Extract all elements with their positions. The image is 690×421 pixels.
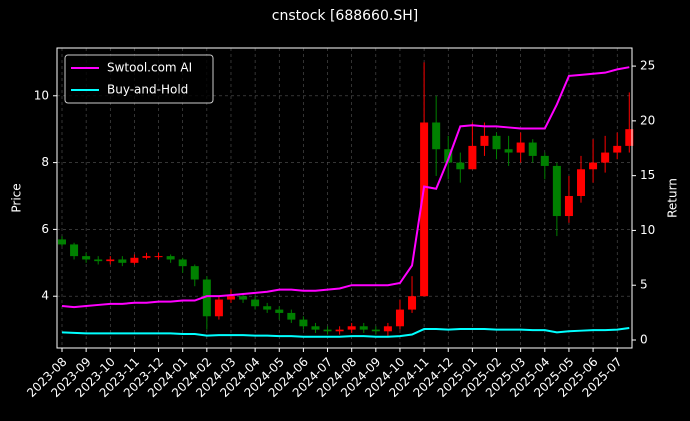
candle-body: [214, 299, 223, 317]
candle-body: [540, 155, 549, 166]
candle-body: [311, 326, 320, 330]
candle-body: [323, 329, 332, 332]
candle-body: [70, 244, 79, 257]
candle-body: [359, 326, 368, 330]
candle-body: [408, 296, 417, 310]
candle-body: [383, 326, 392, 332]
candle-body: [371, 329, 380, 332]
y2-tick-label: 20: [640, 113, 655, 127]
y2-tick-label: 25: [640, 59, 655, 73]
return-line: [61, 66, 630, 309]
legend-label: Buy-and-Hold: [107, 83, 188, 97]
y2-tick-label: 5: [640, 278, 648, 292]
candle-body: [528, 142, 537, 156]
candle-body: [589, 162, 598, 170]
candle-body: [601, 152, 610, 163]
y-tick-label: 10: [34, 88, 49, 102]
candle-body: [154, 256, 163, 258]
candle-body: [347, 326, 356, 330]
candle-body: [130, 257, 139, 263]
candle-body: [263, 306, 272, 310]
candle-body: [420, 122, 429, 297]
candle-body: [275, 309, 284, 313]
candle-body: [432, 122, 441, 150]
candle-body: [444, 149, 453, 163]
candle-body: [142, 256, 151, 258]
candle-body: [94, 259, 103, 262]
candle-body: [82, 256, 91, 260]
candle-body: [202, 279, 211, 317]
y-tick-label: 8: [41, 155, 49, 169]
y2-tick-label: 10: [640, 223, 655, 237]
legend-label: Swtool.com AI: [107, 61, 192, 75]
y2-tick-label: 0: [640, 333, 648, 347]
candle-body: [118, 259, 127, 263]
candle-body: [564, 195, 573, 217]
y-axis-label: Price: [10, 183, 24, 212]
legend-box: [64, 54, 214, 104]
candle-body: [166, 256, 175, 260]
y-tick-label: 4: [41, 289, 49, 303]
candle-body: [226, 296, 235, 300]
candle-body: [106, 259, 115, 262]
candle-body: [504, 149, 513, 153]
candle-body: [299, 319, 308, 327]
candle-body: [625, 129, 634, 146]
candle-body: [516, 142, 525, 153]
candle-body: [456, 162, 465, 170]
chart-title: cnstock [688660.SH]: [272, 8, 418, 24]
candle-body: [492, 135, 501, 150]
candle-body: [287, 312, 296, 320]
candle-body: [480, 135, 489, 146]
y2-axis-label: Return: [666, 178, 680, 218]
candle-body: [552, 165, 561, 217]
candle-body: [468, 145, 477, 170]
candle-body: [395, 309, 404, 327]
candle-body: [178, 259, 187, 267]
candle-body: [577, 169, 586, 196]
candle-body: [58, 239, 66, 245]
candle-body: [613, 145, 622, 153]
candle-body: [190, 266, 199, 280]
return-line: [61, 326, 630, 338]
candle-body: [335, 329, 344, 332]
y-tick-label: 6: [41, 222, 49, 236]
plot-frame: [56, 47, 633, 349]
candle-body: [251, 299, 260, 307]
y2-tick-label: 15: [640, 168, 655, 182]
candle-body: [239, 296, 248, 300]
